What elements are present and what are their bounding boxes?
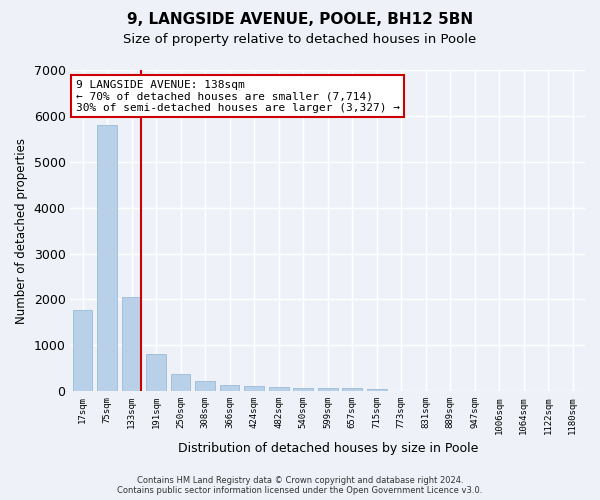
Bar	[196, 380, 215, 391]
Text: 9, LANGSIDE AVENUE, POOLE, BH12 5BN: 9, LANGSIDE AVENUE, POOLE, BH12 5BN	[127, 12, 473, 28]
Bar	[220, 385, 239, 391]
X-axis label: Distribution of detached houses by size in Poole: Distribution of detached houses by size …	[178, 442, 478, 455]
Bar	[73, 310, 92, 391]
Text: 9 LANGSIDE AVENUE: 138sqm
← 70% of detached houses are smaller (7,714)
30% of se: 9 LANGSIDE AVENUE: 138sqm ← 70% of detac…	[76, 80, 400, 113]
Bar	[269, 387, 289, 391]
Bar	[171, 374, 190, 391]
Bar	[97, 125, 117, 391]
Bar	[244, 386, 264, 391]
Text: Contains HM Land Registry data © Crown copyright and database right 2024.
Contai: Contains HM Land Registry data © Crown c…	[118, 476, 482, 495]
Bar	[343, 388, 362, 391]
Bar	[367, 388, 386, 391]
Bar	[293, 388, 313, 391]
Bar	[122, 296, 142, 391]
Y-axis label: Number of detached properties: Number of detached properties	[15, 138, 28, 324]
Bar	[146, 354, 166, 391]
Bar	[318, 388, 338, 391]
Text: Size of property relative to detached houses in Poole: Size of property relative to detached ho…	[124, 32, 476, 46]
